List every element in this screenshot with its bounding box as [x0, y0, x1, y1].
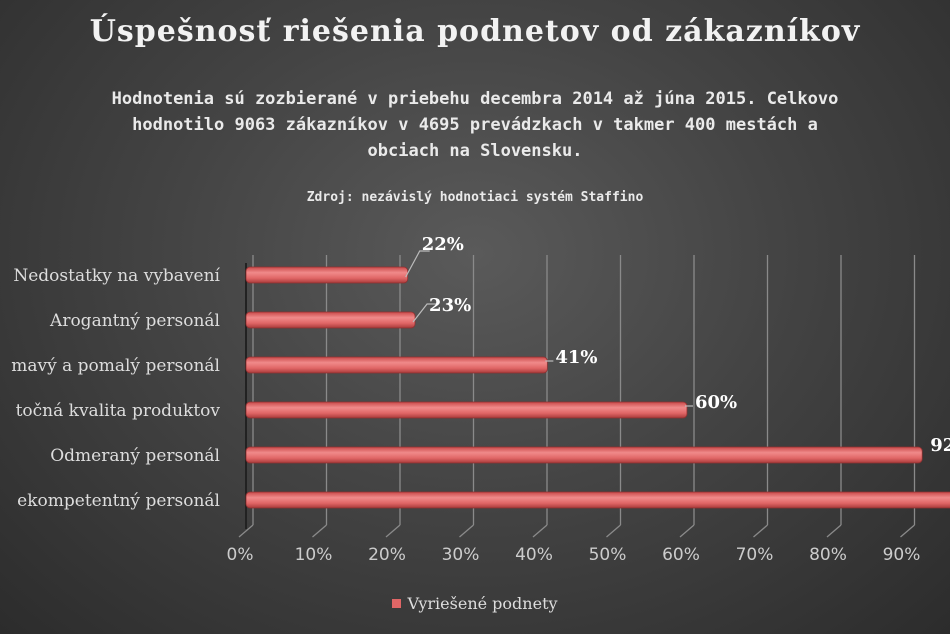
bar [245, 356, 548, 374]
x-tick-label: 10% [295, 545, 333, 565]
x-tick-label: 30% [442, 545, 480, 565]
x-tick-label: 0% [227, 545, 254, 565]
category-label: Nedostatky na vybavení [13, 266, 220, 286]
x-tick-label: 70% [736, 545, 774, 565]
data-label: 92 [930, 435, 950, 456]
data-label: 22% [422, 234, 464, 255]
legend: Vyriešené podnety [0, 594, 950, 613]
x-tick-label: 60% [662, 545, 700, 565]
category-label: Arogantný personál [49, 311, 220, 331]
x-tick-label: 80% [809, 545, 847, 565]
subtitle-line: Hodnotenia sú zozbierané v priebehu dece… [111, 89, 839, 109]
tick-mark [312, 524, 327, 538]
legend-swatch [392, 599, 402, 608]
bar [245, 266, 409, 284]
tick-mark [532, 524, 548, 538]
tick-mark [826, 524, 842, 538]
x-tick-label: 90% [883, 545, 921, 565]
chart-subtitle: Hodnotenia sú zozbierané v priebehu dece… [0, 86, 950, 164]
chart-title: Úspešnosť riešenia podnetov od zákazníko… [89, 14, 861, 49]
category-label: mavý a pomalý personál [11, 356, 220, 376]
tick-mark [606, 524, 621, 538]
bar [245, 311, 416, 329]
legend-label: Vyriešené podnety [407, 594, 558, 613]
leader-line [405, 250, 430, 278]
tick-mark [385, 524, 401, 538]
subtitle-line: obciach na Slovensku. [367, 141, 583, 161]
bar [245, 446, 923, 464]
bar [245, 491, 950, 509]
tick-mark [679, 524, 695, 538]
data-label: 60% [695, 392, 737, 413]
tick-mark [459, 524, 474, 538]
chart-source: Zdroj: nezávislý hodnotiaci systém Staff… [306, 190, 644, 205]
subtitle-line: hodnotilo 9063 zákazníkov v 4695 prevádz… [132, 115, 818, 135]
tick-mark [900, 524, 915, 538]
category-label: ekompetentný personál [17, 491, 220, 511]
data-label: 41% [555, 347, 597, 368]
x-tick-label: 50% [589, 545, 627, 565]
x-tick-label: 40% [515, 545, 553, 565]
category-label: Odmeraný personál [50, 446, 220, 466]
tick-mark [238, 524, 254, 538]
data-label: 23% [429, 295, 471, 316]
leader-line [412, 303, 438, 323]
x-tick-label: 20% [368, 545, 406, 565]
tick-mark [753, 524, 768, 538]
category-label: točná kvalita produktov [16, 401, 221, 421]
bar [245, 401, 688, 419]
